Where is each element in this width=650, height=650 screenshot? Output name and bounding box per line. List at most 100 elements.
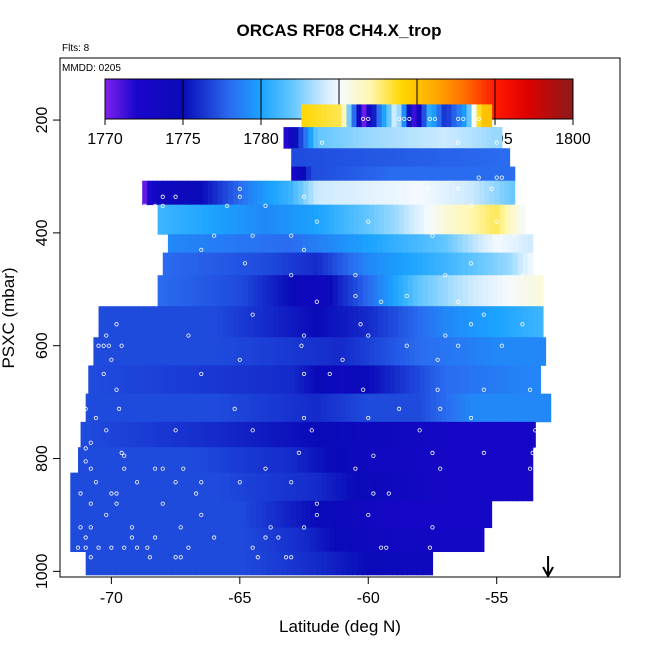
heatmap-cell [427,252,434,276]
heatmap-cell [276,472,282,502]
heatmap-cell [452,127,458,149]
heatmap-cell [336,104,343,128]
heatmap-cell [517,275,524,307]
heatmap-cell [472,447,479,474]
heatmap-cell [330,148,337,167]
heatmap-cell [448,527,455,553]
heatmap-cell [335,166,342,182]
heatmap-cell [361,472,368,502]
heatmap-cell [420,421,426,448]
heatmap-cell [447,447,454,474]
heatmap-cell [502,252,509,276]
heatmap-cell [235,500,242,529]
heatmap-cell [226,472,232,502]
heatmap-cell [337,252,344,276]
heatmap-cell [272,447,279,474]
heatmap-cell [347,447,354,474]
heatmap-cell [357,447,364,474]
heatmap-cell [302,447,309,474]
heatmap-cell [311,551,318,576]
heatmap-cell [447,275,454,307]
sample-point [533,428,538,433]
heatmap-cell [333,180,340,206]
heatmap-cell [252,447,259,474]
heatmap-cell [346,500,352,529]
heatmap-cell [429,337,436,366]
heatmap-cell [340,393,347,423]
sample-point [186,333,191,338]
heatmap-cell [400,421,406,448]
heatmap-cell [515,421,521,448]
heatmap-cell [90,551,97,576]
heatmap-cell [499,204,506,235]
sample-point [301,371,307,377]
heatmap-cell [155,393,162,423]
heatmap-cell [457,472,463,502]
heatmap-cell [242,447,249,474]
heatmap-cell [399,337,406,366]
heatmap-cell [93,365,99,395]
heatmap-cell [342,252,349,276]
heatmap-cell [507,472,514,502]
heatmap-cell [172,180,179,206]
heatmap-cell [308,127,314,149]
heatmap-cell [505,337,511,366]
heatmap-cell [351,472,358,502]
heatmap-cell [120,472,127,502]
heatmap-cell [275,393,282,423]
sample-point [134,480,140,485]
heatmap-cell [162,252,169,276]
sample-point [476,175,481,180]
sample-point [319,140,325,145]
heatmap-cell [276,551,283,576]
heatmap-cell [497,252,504,276]
heatmap-cell [161,551,167,576]
heatmap-cell [454,204,461,235]
heatmap-cell [300,421,306,448]
heatmap-cell [221,472,227,502]
heatmap-cell [281,551,288,576]
heatmap-cell [292,447,299,474]
heatmap-cell [490,421,496,448]
heatmap-cell [228,365,235,395]
heatmap-cell [449,204,456,235]
sample-point [145,545,150,550]
heatmap-cell [90,527,96,553]
heatmap-cell [430,166,436,182]
heatmap-cell [267,252,274,276]
heatmap-cell [419,180,425,206]
sample-point [122,545,127,550]
heatmap-cell [178,337,185,366]
heatmap-cell [269,527,276,553]
heatmap-cell [200,421,207,448]
heatmap-cell [306,104,313,128]
heatmap-cell [492,275,499,307]
heatmap-cell [356,500,362,529]
heatmap-cell [502,306,509,338]
heatmap-cell [293,180,299,206]
heatmap-cell [167,180,174,206]
heatmap-cell [190,393,197,423]
heatmap-cell [522,472,529,502]
heatmap-cell [293,204,300,235]
heatmap-cell [130,527,136,553]
heatmap-cell [339,527,345,553]
heatmap-cell [282,275,289,307]
heatmap-cell [350,148,357,167]
heatmap-cell [166,551,172,576]
heatmap-cell [102,447,109,474]
heatmap-cell [335,393,342,423]
heatmap-cell [296,148,302,167]
heatmap-cell [350,393,357,423]
heatmap-cell [213,306,219,338]
sample-point [119,450,124,455]
heatmap-cell [338,127,344,149]
sample-point [296,450,301,455]
sample-point [134,186,140,191]
heatmap-cell [377,447,384,474]
heatmap-cell [400,393,407,423]
heatmap-cell [232,275,239,307]
heatmap-cell [449,180,455,206]
heatmap-cell [168,337,175,366]
heatmap-cell [75,527,81,553]
